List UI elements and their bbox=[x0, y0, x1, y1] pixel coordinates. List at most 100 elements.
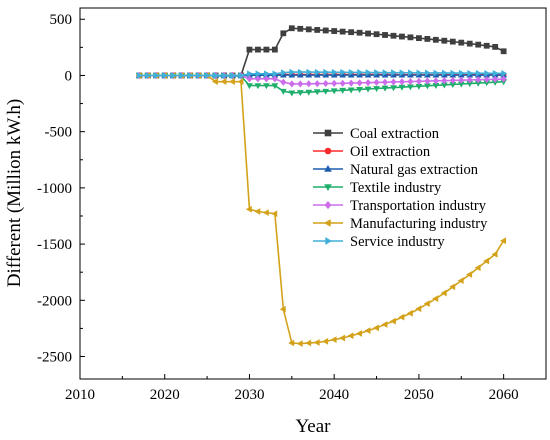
data-point-marker bbox=[432, 295, 439, 302]
data-point-marker bbox=[356, 79, 363, 87]
data-point-marker bbox=[246, 75, 253, 83]
data-point-marker bbox=[483, 75, 490, 84]
data-point-marker bbox=[357, 69, 364, 76]
data-point-marker bbox=[255, 70, 262, 78]
data-point-marker bbox=[204, 72, 211, 79]
series-service-industry bbox=[136, 68, 508, 79]
data-point-marker bbox=[458, 39, 465, 46]
data-point-marker bbox=[187, 72, 194, 79]
data-point-marker bbox=[356, 29, 363, 36]
x-tick-label: 2030 bbox=[234, 387, 264, 403]
data-point-marker bbox=[255, 46, 261, 53]
data-point-marker bbox=[254, 75, 261, 83]
data-point-marker bbox=[475, 69, 482, 77]
data-point-marker bbox=[170, 72, 177, 79]
data-point-marker bbox=[365, 79, 372, 87]
y-tick-label: -500 bbox=[45, 125, 73, 141]
data-point-marker bbox=[399, 69, 406, 77]
data-point-marker bbox=[339, 28, 346, 35]
data-point-marker bbox=[271, 210, 278, 218]
data-point-marker bbox=[501, 70, 508, 77]
data-point-marker bbox=[433, 69, 440, 77]
data-point-marker bbox=[272, 70, 279, 78]
data-point-marker bbox=[475, 41, 482, 48]
legend-item: Service industry bbox=[313, 234, 445, 250]
data-point-marker bbox=[211, 78, 218, 86]
data-point-marker bbox=[364, 86, 372, 93]
series-line bbox=[139, 27, 505, 77]
data-point-marker bbox=[221, 72, 228, 79]
data-point-marker bbox=[245, 205, 252, 213]
legend-label: Textile industry bbox=[350, 180, 442, 196]
data-point-marker bbox=[179, 72, 186, 79]
data-point-marker bbox=[280, 30, 287, 37]
data-point-marker bbox=[449, 76, 456, 84]
data-point-marker bbox=[458, 69, 465, 77]
y-tick-label: -1500 bbox=[37, 237, 72, 253]
data-point-marker bbox=[398, 313, 405, 321]
data-point-marker bbox=[313, 89, 321, 96]
legend-item: Natural gas extraction bbox=[313, 162, 479, 178]
data-point-marker bbox=[408, 69, 415, 77]
series-line bbox=[139, 74, 504, 85]
data-point-marker bbox=[348, 79, 355, 87]
legend-label: Oil extraction bbox=[350, 144, 431, 160]
data-point-marker bbox=[373, 31, 380, 38]
data-point-marker bbox=[263, 75, 270, 83]
legend-item: Manufacturing industry bbox=[313, 216, 488, 232]
data-point-marker bbox=[279, 88, 287, 95]
data-point-marker bbox=[288, 25, 295, 32]
data-point-marker bbox=[297, 25, 304, 32]
data-point-marker bbox=[457, 277, 464, 285]
data-point-marker bbox=[280, 69, 287, 77]
data-point-marker bbox=[271, 75, 278, 83]
data-point-marker bbox=[305, 26, 312, 33]
data-point-marker bbox=[484, 69, 491, 77]
y-tick-label: -2500 bbox=[37, 350, 72, 366]
data-point-marker bbox=[331, 28, 338, 34]
data-point-marker bbox=[382, 69, 389, 77]
data-point-marker bbox=[492, 69, 499, 77]
data-point-marker bbox=[254, 208, 261, 215]
data-point-marker bbox=[237, 78, 244, 86]
data-point-marker bbox=[339, 87, 347, 94]
data-point-marker bbox=[415, 77, 422, 85]
data-point-marker bbox=[415, 305, 422, 313]
data-point-marker bbox=[466, 76, 473, 84]
x-tick-label: 2060 bbox=[489, 387, 519, 403]
data-point-marker bbox=[373, 78, 380, 87]
data-point-marker bbox=[196, 72, 203, 79]
data-point-marker bbox=[324, 164, 332, 172]
data-point-marker bbox=[474, 264, 481, 272]
data-point-marker bbox=[145, 72, 152, 79]
data-point-marker bbox=[305, 89, 313, 96]
data-point-marker bbox=[330, 336, 337, 344]
x-tick-label: 2040 bbox=[319, 387, 349, 403]
data-point-marker bbox=[324, 184, 332, 192]
data-point-marker bbox=[213, 72, 220, 79]
data-point-marker bbox=[389, 317, 396, 325]
data-point-marker bbox=[220, 78, 227, 86]
data-point-marker bbox=[230, 72, 237, 79]
data-point-marker bbox=[425, 69, 431, 77]
y-axis-title: Different (Million kW.h) bbox=[4, 99, 25, 287]
data-point-marker bbox=[382, 32, 388, 38]
data-point-marker bbox=[263, 46, 270, 53]
legend-label: Natural gas extraction bbox=[350, 162, 479, 178]
legend-label: Service industry bbox=[350, 234, 445, 250]
data-point-marker bbox=[381, 321, 388, 328]
data-point-marker bbox=[340, 68, 347, 76]
legend: Coal extraction Oil extraction Natural gas… bbox=[313, 126, 488, 250]
data-point-marker bbox=[324, 200, 332, 210]
data-point-marker bbox=[458, 76, 465, 84]
data-point-marker bbox=[398, 78, 405, 86]
data-point-marker bbox=[382, 78, 389, 86]
data-point-marker bbox=[288, 339, 295, 347]
data-point-marker bbox=[262, 209, 269, 216]
data-point-marker bbox=[441, 37, 448, 44]
legend-label: Coal extraction bbox=[350, 126, 440, 142]
legend-item: Textile industry bbox=[313, 180, 442, 196]
data-point-marker bbox=[247, 70, 254, 78]
data-point-marker bbox=[254, 83, 262, 90]
data-point-marker bbox=[423, 300, 430, 308]
